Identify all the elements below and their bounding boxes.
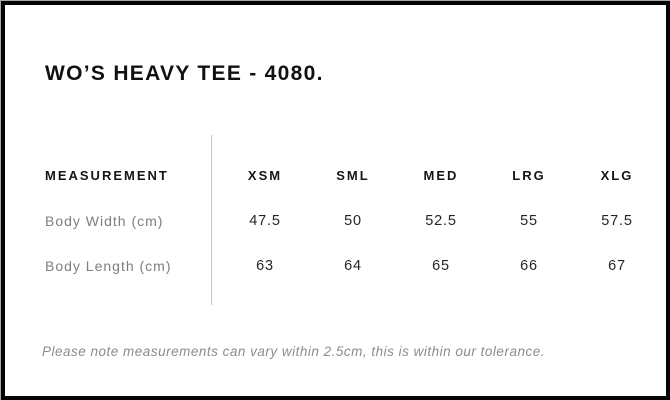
column-header-xsm: XSM: [247, 168, 283, 183]
measurement-value: 66: [520, 257, 538, 274]
table-row-body-length: Body Length (cm) 63 64 65 66 67: [45, 243, 661, 288]
tolerance-note: Please note measurements can vary within…: [42, 344, 545, 359]
measurement-value: 64: [344, 257, 362, 274]
measurement-value: 67: [608, 257, 626, 274]
product-title: WO’S HEAVY TEE - 4080.: [45, 62, 324, 86]
column-divider: [211, 135, 212, 305]
column-header-sml: SML: [336, 168, 370, 183]
measurement-value: 63: [256, 257, 274, 274]
measurement-value: 55: [520, 212, 538, 229]
row-label: Body Width (cm): [45, 212, 164, 229]
measurement-value: 65: [432, 257, 450, 274]
row-label: Body Length (cm): [45, 257, 172, 274]
column-header-med: MED: [423, 168, 459, 183]
measurement-value: 50: [344, 212, 362, 229]
measurement-value: 52.5: [425, 212, 457, 229]
table-row-body-width: Body Width (cm) 47.5 50 52.5 55 57.5: [45, 198, 661, 243]
size-table: MEASUREMENT XSM SML MED LRG XLG Body Wid…: [45, 153, 661, 288]
column-header-xlg: XLG: [600, 168, 634, 183]
measurement-column-header: MEASUREMENT: [45, 168, 169, 183]
measurement-value: 57.5: [601, 212, 633, 229]
column-header-lrg: LRG: [512, 168, 546, 183]
measurement-value: 47.5: [249, 212, 281, 229]
table-header-row: MEASUREMENT XSM SML MED LRG XLG: [45, 153, 661, 198]
